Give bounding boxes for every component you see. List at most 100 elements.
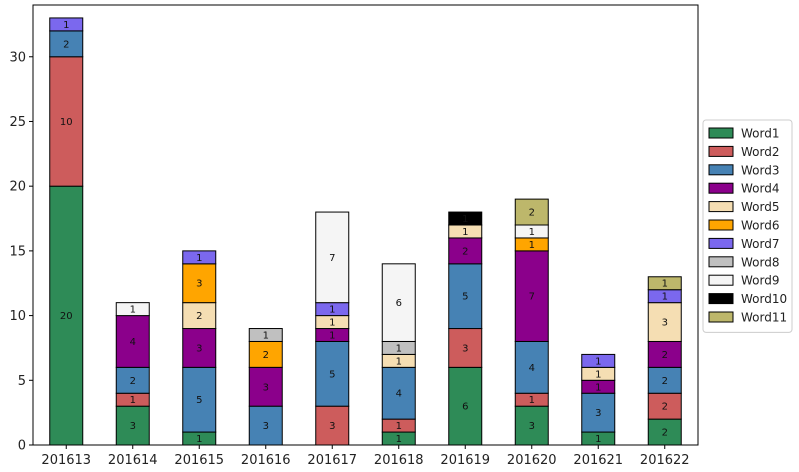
segment-value-label: 1	[196, 434, 202, 445]
segment-value-label: 3	[595, 408, 601, 419]
segment-value-label: 1	[396, 421, 402, 432]
segment-value-label: 1	[130, 395, 136, 406]
x-tick-label: 201622	[640, 453, 690, 468]
legend-swatch-word9	[708, 274, 734, 286]
segment-value-label: 3	[196, 343, 202, 354]
bar-segment-word3-201619	[448, 263, 483, 330]
bar-segment-word11-201622	[647, 276, 682, 291]
bar-segment-word8-201616	[248, 328, 283, 342]
bar-segment-word2-201622	[647, 392, 682, 420]
segment-value-label: 1	[329, 305, 335, 316]
bar-segment-word3-201614	[115, 366, 150, 394]
segment-value-label: 1	[396, 343, 402, 354]
bar-segment-word9-201617	[315, 211, 350, 304]
plot-area: 0510152025302010212016133124120161415323…	[9, 4, 699, 468]
y-tick-label: 15	[9, 244, 26, 259]
bar-segment-word4-201614	[115, 315, 150, 368]
segment-value-label: 1	[462, 214, 468, 225]
bar-segment-word1-201614	[115, 405, 150, 446]
segment-value-label: 3	[462, 343, 468, 354]
legend-label-word6: Word6	[741, 219, 779, 233]
segment-value-label: 3	[529, 421, 535, 432]
segment-value-label: 2	[662, 402, 668, 413]
x-tick-label: 201616	[241, 453, 291, 468]
bar-segment-word2-201613	[49, 56, 84, 187]
x-tick-label: 201617	[307, 453, 357, 468]
legend: Word1 Word2 Word3 Word4 Word5 Word6 Word7 Word8…	[702, 119, 793, 333]
segment-value-label: 1	[130, 305, 136, 316]
bar-segment-word3-201621	[581, 392, 616, 433]
y-tick-label: 0	[18, 439, 26, 454]
bar-segment-word1-201613	[49, 185, 84, 446]
bar-segment-word9-201618	[381, 263, 416, 342]
legend-label-word7: Word7	[741, 237, 779, 251]
legend-swatch-word2	[708, 145, 734, 157]
legend-swatch-word4	[708, 182, 734, 194]
segment-value-label: 3	[263, 382, 269, 393]
segment-value-label: 2	[196, 311, 202, 322]
bar-segment-word11-201620	[514, 198, 549, 226]
legend-swatch-word11	[708, 311, 734, 323]
segment-value-label: 4	[529, 363, 535, 374]
segment-value-label: 5	[196, 395, 202, 406]
x-tick-label: 201621	[573, 453, 623, 468]
x-tick-label: 201619	[440, 453, 490, 468]
segment-value-label: 1	[329, 331, 335, 342]
segment-value-label: 2	[462, 246, 468, 257]
legend-swatch-word8	[708, 256, 734, 268]
legend-swatch-word5	[708, 201, 734, 213]
legend-swatch-word6	[708, 219, 734, 231]
segment-value-label: 5	[329, 369, 335, 380]
segment-value-label: 20	[60, 311, 73, 322]
segment-value-label: 4	[396, 389, 402, 400]
segment-value-label: 1	[63, 20, 69, 31]
segment-value-label: 3	[263, 421, 269, 432]
segment-value-label: 3	[196, 279, 202, 290]
bar-segment-word6-201616	[248, 340, 283, 368]
y-tick-label: 25	[9, 115, 26, 130]
segment-value-label: 1	[662, 279, 668, 290]
bar-segment-word4-201616	[248, 366, 283, 407]
x-tick-label: 201620	[507, 453, 557, 468]
legend-swatch-word7	[708, 237, 734, 249]
segment-value-label: 1	[595, 369, 601, 380]
bar-segment-word4-201615	[182, 328, 217, 368]
segment-value-label: 3	[662, 318, 668, 329]
segment-value-label: 10	[60, 117, 73, 128]
legend-label-word3: Word3	[741, 163, 779, 177]
segment-value-label: 2	[130, 376, 136, 387]
segment-value-label: 1	[329, 318, 335, 329]
bar-segment-word7-201613	[49, 17, 84, 32]
bar-segment-word9-201614	[115, 302, 150, 317]
bar-segment-word1-201620	[514, 405, 549, 446]
x-tick-label: 201613	[41, 453, 91, 468]
segment-value-label: 3	[329, 421, 335, 432]
segment-value-label: 1	[595, 434, 601, 445]
legend-label-word4: Word4	[741, 182, 779, 196]
legend-label-word10: Word10	[741, 292, 787, 306]
legend-label-word1: Word1	[741, 127, 779, 141]
legend-label-word2: Word2	[741, 145, 779, 159]
x-tick-label: 201615	[174, 453, 224, 468]
x-tick-label: 201618	[374, 453, 424, 468]
segment-value-label: 7	[529, 292, 535, 303]
segment-value-label: 1	[595, 382, 601, 393]
bar-segment-word3-201613	[49, 30, 84, 58]
bar-segment-word3-201622	[647, 366, 682, 394]
segment-value-label: 1	[396, 434, 402, 445]
y-tick-label: 30	[9, 50, 26, 65]
y-tick-label: 20	[9, 180, 26, 195]
legend-label-word8: Word8	[741, 255, 779, 269]
bar-segment-word3-201615	[182, 366, 217, 433]
segment-value-label: 2	[662, 376, 668, 387]
segment-value-label: 1	[263, 331, 269, 342]
segment-value-label: 1	[396, 356, 402, 367]
segment-value-label: 5	[462, 292, 468, 303]
segment-value-label: 2	[529, 208, 535, 219]
legend-label-word5: Word5	[741, 200, 779, 214]
segment-value-label: 2	[662, 428, 668, 439]
legend-label-word11: Word11	[741, 311, 787, 325]
segment-value-label: 4	[130, 337, 136, 348]
bar-segment-word7-201621	[581, 353, 616, 368]
